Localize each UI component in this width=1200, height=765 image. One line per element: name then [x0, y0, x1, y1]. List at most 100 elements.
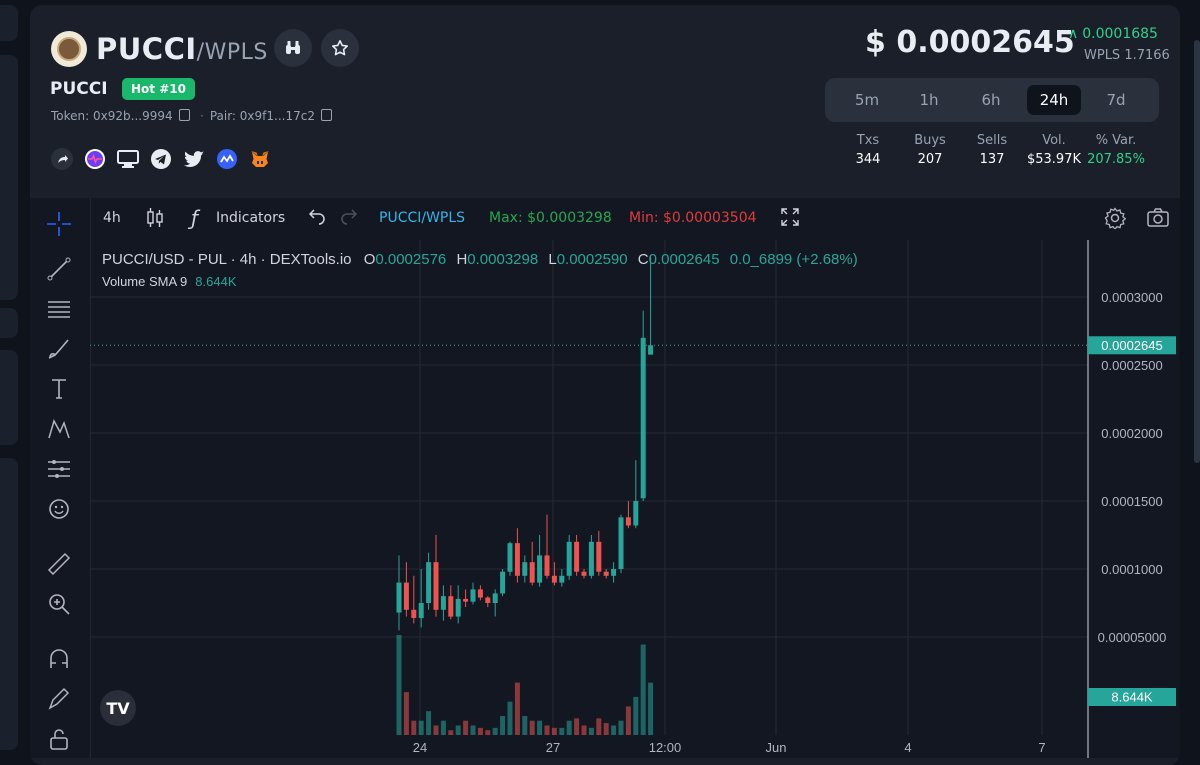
volume-bar — [551, 727, 557, 735]
hot-badge: Hot #10 — [122, 78, 195, 100]
timeframe-6h[interactable]: 6h — [981, 91, 1001, 109]
y-tick-label: 0.0003000 — [1101, 290, 1162, 305]
undo-icon[interactable] — [308, 207, 326, 229]
scrollbar-thumb[interactable] — [1194, 40, 1200, 463]
indicators-button[interactable]: Indicators — [216, 210, 286, 226]
forecast-icon[interactable] — [44, 454, 74, 484]
interval-button[interactable]: 4h — [103, 210, 121, 226]
candle-body — [574, 541, 580, 572]
twitter-icon[interactable] — [182, 147, 206, 171]
candle-body — [418, 603, 424, 618]
volume-bar — [448, 730, 454, 735]
website-icon[interactable] — [116, 147, 140, 171]
trendline-icon[interactable] — [44, 254, 74, 284]
x-tick-label: 24 — [413, 740, 427, 755]
brush-icon[interactable] — [44, 334, 74, 364]
volume-bar — [603, 723, 609, 735]
star-icon — [332, 40, 348, 56]
magnet-icon[interactable] — [44, 644, 74, 674]
volume-bar — [433, 725, 439, 735]
legend-h-label: H — [456, 251, 467, 268]
candle-body — [433, 562, 439, 610]
volume-bar — [396, 635, 402, 735]
candle-body — [396, 582, 402, 613]
favorite-button[interactable] — [321, 29, 359, 67]
volume-bar — [625, 706, 631, 735]
telegram-icon[interactable] — [149, 147, 173, 171]
grid-lines — [90, 240, 1088, 735]
crosshair-icon[interactable] — [44, 209, 74, 239]
lock-icon[interactable] — [44, 724, 74, 754]
function-icon[interactable]: ƒ — [191, 206, 199, 230]
volume-bar — [566, 720, 572, 735]
legend-l-label: L — [548, 251, 556, 268]
timeframe-1h[interactable]: 1h — [919, 91, 939, 109]
min-price: Min: $0.00003504 — [629, 210, 757, 226]
redo-icon[interactable] — [340, 207, 358, 229]
candle-body — [611, 569, 617, 576]
candle-body — [500, 571, 506, 594]
text-icon[interactable] — [44, 374, 74, 404]
volume-bar — [507, 701, 513, 735]
volume-bar — [618, 720, 624, 735]
candle-body — [640, 337, 646, 499]
fib-icon[interactable] — [44, 294, 74, 324]
token-name: PUCCI — [50, 79, 108, 99]
ruler-icon[interactable] — [44, 549, 74, 579]
candle-body — [544, 555, 550, 576]
candle-body — [529, 562, 535, 583]
timeframe-5m[interactable]: 5m — [854, 91, 880, 109]
watch-button[interactable] — [274, 29, 312, 67]
volume-bar — [633, 696, 639, 735]
x-axis-labels: 24 27 12:00 Jun 4 7 — [413, 740, 1046, 755]
x-tick-label: 4 — [904, 740, 911, 755]
pattern-icon[interactable] — [44, 414, 74, 444]
pair-suffix: /WPLS — [196, 40, 268, 65]
price-chart[interactable]: 4h ƒ Indicators PUCCI/WPLS Max: $0.00032… — [30, 198, 1180, 758]
drawing-toolbar — [30, 198, 91, 758]
volume-bar — [522, 715, 528, 735]
candle-body — [581, 571, 587, 576]
timeframe-24h[interactable]: 24h — [1027, 85, 1081, 115]
pair-address[interactable]: · Pair: 0x9f1...17c2 — [200, 109, 332, 123]
volume-bar — [537, 720, 543, 735]
stat-label: Sells — [976, 133, 1008, 148]
fullscreen-icon[interactable] — [780, 207, 800, 231]
volume-bar — [426, 711, 432, 735]
volume-bar — [455, 725, 461, 735]
plot-area[interactable]: 0.0003000 0.0002500 0.0002000 0.0001500 0.00… — [90, 240, 1180, 758]
lock-drawing-icon[interactable] — [44, 684, 74, 714]
tradingview-logo: TV — [100, 690, 136, 726]
timeframe-7d[interactable]: 7d — [1106, 91, 1126, 109]
x-tick-label: Jun — [766, 740, 787, 755]
left-rail — [0, 0, 18, 750]
price-change: ∧ 0.0001685 — [1068, 26, 1158, 42]
arrow-up-icon: ∧ — [1068, 26, 1079, 42]
copy-icon[interactable] — [320, 109, 332, 121]
emoji-icon[interactable] — [44, 494, 74, 524]
camera-icon[interactable] — [1146, 207, 1170, 233]
stat-label: Vol. — [1042, 133, 1066, 148]
candle-body — [522, 562, 528, 576]
token-address[interactable]: Token: 0x92b...9994 — [51, 109, 190, 123]
settings-icon[interactable] — [1104, 207, 1127, 233]
stat-value: 207.85% — [1087, 152, 1145, 167]
zoom-icon[interactable] — [44, 589, 74, 619]
coinmarketcap-icon[interactable] — [215, 147, 239, 171]
right-scrollbar[interactable] — [1186, 0, 1200, 750]
legend-l: 0.0002590 — [557, 251, 628, 268]
pulse-icon[interactable] — [83, 147, 107, 171]
left-rail-block — [0, 308, 18, 338]
candle-type-icon[interactable] — [145, 207, 165, 233]
token-logo — [51, 31, 87, 67]
candle-body — [559, 575, 565, 583]
binoculars-icon — [286, 41, 300, 54]
share-icon[interactable] — [50, 147, 74, 171]
candle-body — [492, 593, 498, 603]
legend-title: PUCCI/USD - PUL · 4h · DEXTools.io — [102, 251, 352, 268]
candle-body — [440, 596, 446, 610]
candle-body — [477, 589, 483, 598]
copy-icon[interactable] — [178, 109, 190, 121]
volume-legend: Volume SMA 9 8.644K — [102, 274, 237, 289]
metamask-icon[interactable] — [248, 147, 272, 171]
